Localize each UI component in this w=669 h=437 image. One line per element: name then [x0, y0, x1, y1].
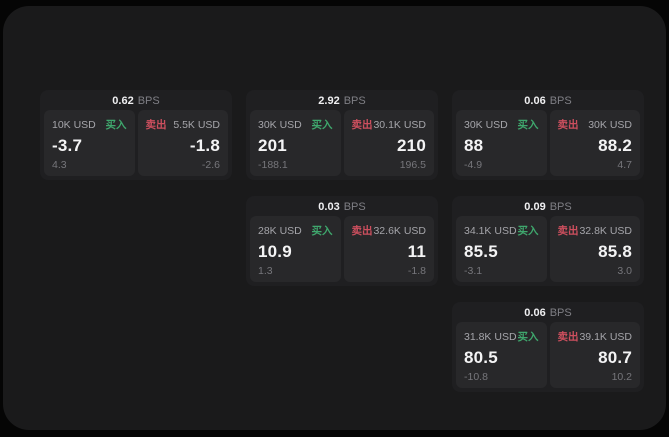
quote-card: 2.92 BPS 30K USD 买入 201 -188.1 卖出	[246, 90, 438, 180]
sell-price: -1.8	[189, 136, 220, 156]
buy-label: 买入	[517, 331, 539, 343]
buy-label: 买入	[517, 225, 539, 237]
buy-amount: 31.8K USD	[464, 330, 517, 343]
buy-delta: 4.3	[52, 158, 67, 171]
bps-unit-label: BPS	[137, 95, 160, 107]
quote-card: 0.06 BPS 30K USD 买入 88 -4.9 卖出	[452, 90, 644, 180]
card-header: 0.09 BPS	[456, 199, 640, 216]
buy-tile[interactable]: 30K USD 买入 88 -4.9	[456, 110, 547, 176]
sell-label: 卖出	[557, 119, 579, 131]
sell-delta: 3.0	[617, 264, 632, 277]
quote-card-grid: 0.62 BPS 10K USD 买入 -3.7 4.3 卖出	[40, 90, 644, 392]
sell-amount: 39.1K USD	[579, 330, 632, 343]
sell-tile[interactable]: 卖出 30.1K USD 210 196.5	[343, 110, 434, 176]
card-header: 0.03 BPS	[250, 199, 434, 216]
buy-delta: -10.8	[464, 370, 488, 383]
sell-delta: -1.8	[407, 264, 426, 277]
sell-label: 卖出	[557, 225, 579, 237]
buy-delta: 1.3	[258, 264, 273, 277]
sell-tile[interactable]: 卖出 30K USD 88.2 4.7	[549, 110, 640, 176]
bps-unit-label: BPS	[549, 201, 572, 213]
buy-amount: 30K USD	[464, 118, 508, 131]
buy-amount: 28K USD	[258, 224, 302, 237]
buy-price: 10.9	[258, 242, 292, 262]
buy-amount: 30K USD	[258, 118, 302, 131]
bps-unit-label: BPS	[549, 307, 572, 319]
sell-delta: 4.7	[617, 158, 632, 171]
sell-price: 88.2	[598, 136, 632, 156]
sell-amount: 32.8K USD	[579, 224, 632, 237]
sell-label: 卖出	[145, 119, 167, 131]
buy-tile[interactable]: 30K USD 买入 201 -188.1	[250, 110, 341, 176]
buy-amount: 34.1K USD	[464, 224, 517, 237]
bps-unit-label: BPS	[343, 201, 366, 213]
bps-value: 2.92	[318, 95, 340, 107]
sell-delta: -2.6	[201, 158, 220, 171]
bps-unit-label: BPS	[549, 95, 572, 107]
sell-amount: 32.6K USD	[373, 224, 426, 237]
buy-label: 买入	[311, 119, 333, 131]
buy-tile[interactable]: 28K USD 买入 10.9 1.3	[250, 216, 341, 282]
buy-label: 买入	[517, 119, 539, 131]
sell-price: 85.8	[598, 242, 632, 262]
quote-card: 0.62 BPS 10K USD 买入 -3.7 4.3 卖出	[40, 90, 232, 180]
sell-tile[interactable]: 卖出 32.8K USD 85.8 3.0	[549, 216, 640, 282]
sell-tile[interactable]: 卖出 39.1K USD 80.7 10.2	[549, 322, 640, 388]
buy-tile[interactable]: 34.1K USD 买入 85.5 -3.1	[456, 216, 547, 282]
sell-price: 210	[397, 136, 426, 156]
sell-amount: 5.5K USD	[173, 118, 220, 131]
buy-label: 买入	[105, 119, 127, 131]
main-panel: 0.62 BPS 10K USD 买入 -3.7 4.3 卖出	[3, 6, 666, 430]
sell-label: 卖出	[351, 119, 373, 131]
sell-delta: 196.5	[399, 158, 426, 171]
sell-label: 卖出	[351, 225, 373, 237]
buy-tile[interactable]: 31.8K USD 买入 80.5 -10.8	[456, 322, 547, 388]
quote-card: 0.06 BPS 31.8K USD 买入 80.5 -10.8 卖	[452, 302, 644, 392]
buy-price: 85.5	[464, 242, 498, 262]
card-header: 2.92 BPS	[250, 93, 434, 110]
buy-price: 80.5	[464, 348, 498, 368]
buy-price: -3.7	[52, 136, 83, 156]
sell-amount: 30K USD	[588, 118, 632, 131]
bps-value: 0.62	[112, 95, 134, 107]
buy-delta: -3.1	[464, 264, 483, 277]
bps-value: 0.03	[318, 201, 340, 213]
sell-tile[interactable]: 卖出 5.5K USD -1.8 -2.6	[137, 110, 228, 176]
quote-card: 0.09 BPS 34.1K USD 买入 85.5 -3.1 卖出	[452, 196, 644, 286]
card-header: 0.62 BPS	[44, 93, 228, 110]
buy-label: 买入	[311, 225, 333, 237]
buy-amount: 10K USD	[52, 118, 96, 131]
card-header: 0.06 BPS	[456, 93, 640, 110]
sell-delta: 10.2	[611, 370, 632, 383]
buy-delta: -188.1	[258, 158, 288, 171]
buy-delta: -4.9	[464, 158, 483, 171]
buy-tile[interactable]: 10K USD 买入 -3.7 4.3	[44, 110, 135, 176]
sell-price: 11	[407, 242, 426, 262]
bps-value: 0.06	[524, 307, 546, 319]
quote-card: 0.03 BPS 28K USD 买入 10.9 1.3 卖出	[246, 196, 438, 286]
sell-price: 80.7	[598, 348, 632, 368]
sell-label: 卖出	[557, 331, 579, 343]
bps-unit-label: BPS	[343, 95, 366, 107]
bps-value: 0.09	[524, 201, 546, 213]
buy-price: 201	[258, 136, 287, 156]
sell-amount: 30.1K USD	[373, 118, 426, 131]
card-header: 0.06 BPS	[456, 305, 640, 322]
bps-value: 0.06	[524, 95, 546, 107]
sell-tile[interactable]: 卖出 32.6K USD 11 -1.8	[343, 216, 434, 282]
buy-price: 88	[464, 136, 484, 156]
